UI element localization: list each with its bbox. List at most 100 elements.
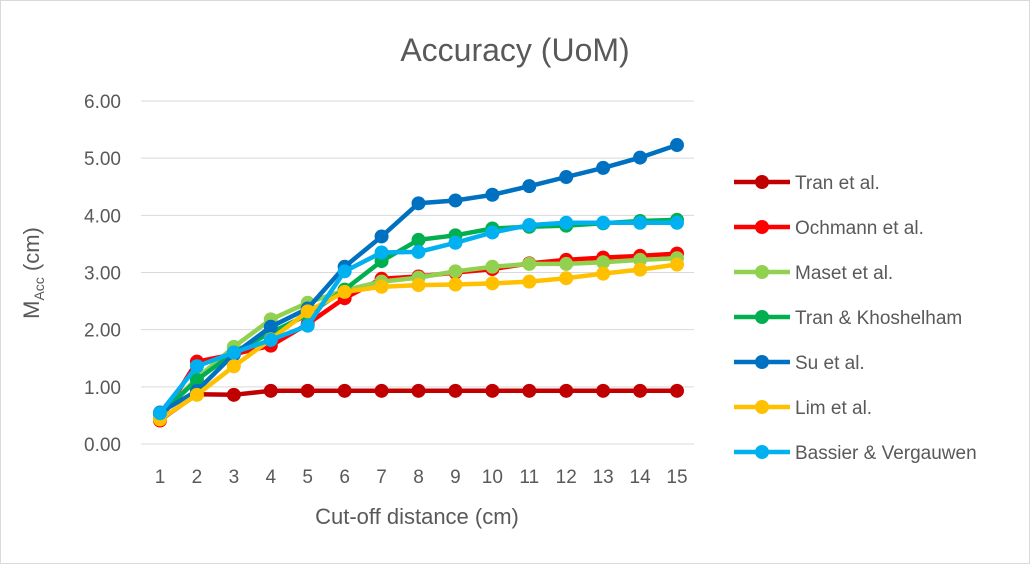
data-point — [337, 383, 352, 398]
data-point — [485, 259, 500, 274]
data-point — [448, 383, 463, 398]
data-point — [559, 170, 574, 185]
y-tick-label: 5.00 — [84, 149, 121, 170]
data-point — [485, 383, 500, 398]
y-tick-label: 2.00 — [84, 321, 121, 342]
data-point — [263, 332, 278, 347]
data-point — [189, 372, 204, 387]
series-group — [153, 138, 684, 428]
legend-item: Tran & Khoshelham — [734, 308, 962, 329]
x-tick-label: 5 — [302, 467, 313, 488]
legend-label: Tran & Khoshelham — [795, 308, 962, 329]
data-point — [522, 179, 537, 194]
data-point — [522, 274, 537, 289]
data-point — [189, 359, 204, 374]
x-tick-label: 6 — [339, 467, 350, 488]
x-tick-label: 1 — [155, 467, 166, 488]
data-point — [633, 262, 648, 277]
data-point — [522, 383, 537, 398]
legend-item: Lim et al. — [734, 398, 872, 419]
y-axis-label-suffix: (cm) — [19, 227, 44, 277]
x-tick-label: 3 — [229, 467, 240, 488]
x-tick-label: 13 — [593, 467, 614, 488]
x-tick-label: 7 — [376, 467, 387, 488]
data-point — [300, 318, 315, 333]
data-point — [337, 284, 352, 299]
data-point — [411, 196, 426, 211]
legend-label: Tran et al. — [795, 173, 880, 194]
data-point — [448, 235, 463, 250]
legend-item: Bassier & Vergauwen — [734, 443, 977, 464]
series-7 — [153, 215, 684, 421]
legend-marker — [755, 175, 769, 189]
data-point — [374, 229, 389, 244]
data-point — [633, 150, 648, 165]
data-point — [226, 387, 241, 402]
data-point — [411, 278, 426, 293]
data-point — [559, 383, 574, 398]
legend-item: Su et al. — [734, 353, 865, 374]
legend-marker — [755, 310, 769, 324]
data-point — [596, 215, 611, 230]
x-tick-label: 8 — [413, 467, 424, 488]
data-point — [300, 383, 315, 398]
data-point — [633, 252, 648, 267]
legend-label: Maset et al. — [795, 263, 893, 284]
data-point — [226, 345, 241, 360]
legend-marker — [755, 400, 769, 414]
data-point — [596, 383, 611, 398]
legend-marker — [755, 445, 769, 459]
data-point — [522, 256, 537, 271]
y-axis-label-main: M — [19, 301, 44, 319]
data-point — [337, 264, 352, 279]
legend: Tran et al. Ochmann et al. Maset et al. Tra… — [734, 173, 977, 464]
data-point — [374, 279, 389, 294]
x-tick-label: 15 — [666, 467, 687, 488]
data-point — [596, 160, 611, 175]
series-6 — [153, 257, 684, 427]
data-point — [670, 257, 684, 272]
data-point — [670, 383, 684, 398]
legend-label: Su et al. — [795, 353, 865, 374]
x-tick-label: 9 — [450, 467, 461, 488]
data-point — [559, 271, 574, 286]
data-point — [448, 193, 463, 208]
y-axis-label: MAcc (cm) — [19, 227, 47, 319]
chart-title: Accuracy (UoM) — [400, 32, 629, 68]
y-tick-label: 1.00 — [84, 378, 121, 399]
x-tick-label: 10 — [482, 467, 503, 488]
data-point — [411, 383, 426, 398]
data-point — [448, 264, 463, 279]
data-point — [670, 215, 684, 230]
legend-item: Maset et al. — [734, 263, 893, 284]
data-point — [300, 304, 315, 319]
x-axis-ticks: 1 2 3 4 5 6 7 8 9 10 11 12 13 14 15 — [155, 467, 688, 488]
x-tick-label: 14 — [630, 467, 652, 488]
data-point — [448, 277, 463, 292]
legend-label: Lim et al. — [795, 398, 872, 419]
data-point — [485, 276, 500, 291]
legend-marker — [755, 220, 769, 234]
data-point — [670, 138, 684, 153]
y-axis-label-sub: Acc — [31, 277, 47, 300]
legend-item: Tran et al. — [734, 173, 880, 194]
data-point — [374, 245, 389, 260]
legend-marker — [755, 355, 769, 369]
x-tick-label: 2 — [192, 467, 203, 488]
series-1 — [153, 383, 684, 427]
data-point — [485, 225, 500, 240]
legend-label: Bassier & Vergauwen — [795, 443, 977, 464]
data-point — [559, 256, 574, 271]
data-point — [263, 319, 278, 334]
data-point — [633, 383, 648, 398]
data-point — [263, 383, 278, 398]
data-point — [559, 215, 574, 230]
y-tick-label: 3.00 — [84, 264, 121, 285]
data-point — [633, 215, 648, 230]
data-point — [226, 359, 241, 374]
x-tick-label: 4 — [265, 467, 276, 488]
y-axis-ticks: 0.00 1.00 2.00 3.00 4.00 5.00 6.00 — [84, 92, 121, 456]
data-point — [596, 255, 611, 270]
